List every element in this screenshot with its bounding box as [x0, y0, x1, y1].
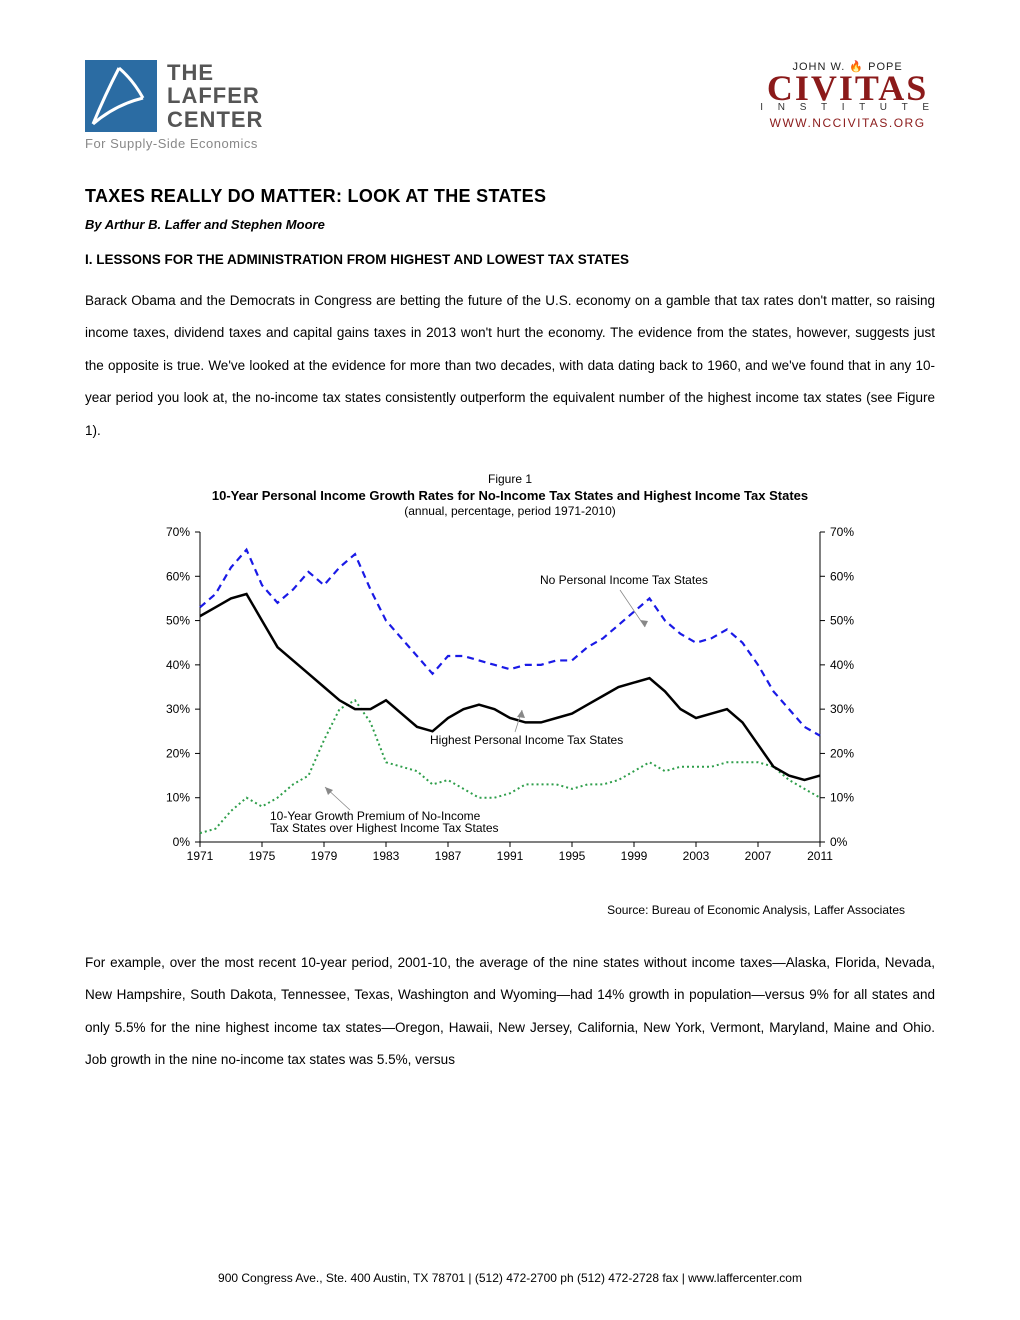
body-para-1: Barack Obama and the Democrats in Congre… — [85, 285, 935, 447]
svg-text:70%: 70% — [830, 525, 854, 539]
svg-text:1983: 1983 — [373, 849, 400, 863]
svg-text:60%: 60% — [830, 569, 854, 583]
chart-container: 0% 0% 10% 10% 20% 20% 30% 30% 40% 40% 50% 50% 60% 60%… — [130, 522, 890, 897]
svg-text:No Personal Income Tax States: No Personal Income Tax States — [540, 573, 708, 587]
svg-text:50%: 50% — [166, 614, 190, 628]
svg-text:1979: 1979 — [311, 849, 338, 863]
laffer-logo-text: THE LAFFER CENTER — [167, 61, 263, 130]
svg-text:0%: 0% — [830, 835, 848, 849]
civitas-url: WWW.NCCIVITAS.ORG — [760, 116, 935, 130]
svg-text:40%: 40% — [830, 658, 854, 672]
header-logos: THE LAFFER CENTER For Supply-Side Econom… — [85, 60, 935, 151]
svg-text:50%: 50% — [830, 614, 854, 628]
svg-text:70%: 70% — [166, 525, 190, 539]
svg-text:2011: 2011 — [807, 849, 833, 863]
page: THE LAFFER CENTER For Supply-Side Econom… — [0, 0, 1020, 1320]
civitas-sub: I N S T I T U T E — [760, 102, 935, 113]
figure-1: Figure 1 10-Year Personal Income Growth … — [85, 472, 935, 917]
laffer-logo-mark — [85, 60, 157, 132]
byline: By Arthur B. Laffer and Stephen Moore — [85, 217, 935, 232]
body-para-2: For example, over the most recent 10-yea… — [85, 947, 935, 1077]
civitas-main: CIVITAS — [760, 73, 935, 104]
laffer-tagline: For Supply-Side Economics — [85, 136, 263, 151]
svg-text:0%: 0% — [173, 835, 191, 849]
laffer-line1: THE — [167, 60, 214, 85]
laffer-line3: CENTER — [167, 107, 263, 132]
svg-text:1995: 1995 — [559, 849, 586, 863]
svg-text:1975: 1975 — [249, 849, 276, 863]
svg-text:1991: 1991 — [497, 849, 524, 863]
figure-subtitle: (annual, percentage, period 1971-2010) — [85, 504, 935, 518]
page-title: TAXES REALLY DO MATTER: LOOK AT THE STAT… — [85, 186, 935, 207]
figure-label: Figure 1 — [85, 472, 935, 486]
svg-text:1999: 1999 — [621, 849, 648, 863]
svg-text:Highest Personal Income Tax St: Highest Personal Income Tax States — [430, 733, 623, 747]
figure-source: Source: Bureau of Economic Analysis, Laf… — [85, 903, 935, 917]
svg-text:10%: 10% — [830, 791, 854, 805]
civitas-logo: JOHN W. 🔥 POPE CIVITAS I N S T I T U T E… — [760, 60, 935, 130]
svg-text:30%: 30% — [166, 702, 190, 716]
svg-text:40%: 40% — [166, 658, 190, 672]
line-chart: 0% 0% 10% 10% 20% 20% 30% 30% 40% 40% 50% 50% 60% 60%… — [130, 522, 890, 892]
laffer-line2: LAFFER — [167, 83, 260, 108]
figure-title: 10-Year Personal Income Growth Rates for… — [85, 488, 935, 503]
svg-text:20%: 20% — [830, 746, 854, 760]
svg-text:2007: 2007 — [745, 849, 772, 863]
svg-text:Tax States over Highest Income: Tax States over Highest Income Tax State… — [270, 821, 499, 835]
page-footer: 900 Congress Ave., Ste. 400 Austin, TX 7… — [0, 1271, 1020, 1285]
svg-text:30%: 30% — [830, 702, 854, 716]
svg-text:20%: 20% — [166, 746, 190, 760]
svg-text:1987: 1987 — [435, 849, 462, 863]
svg-text:10%: 10% — [166, 791, 190, 805]
svg-text:2003: 2003 — [683, 849, 710, 863]
laffer-logo: THE LAFFER CENTER For Supply-Side Econom… — [85, 60, 263, 151]
section-heading: I. LESSONS FOR THE ADMINISTRATION FROM H… — [85, 252, 935, 267]
svg-text:1971: 1971 — [187, 849, 214, 863]
svg-text:60%: 60% — [166, 569, 190, 583]
